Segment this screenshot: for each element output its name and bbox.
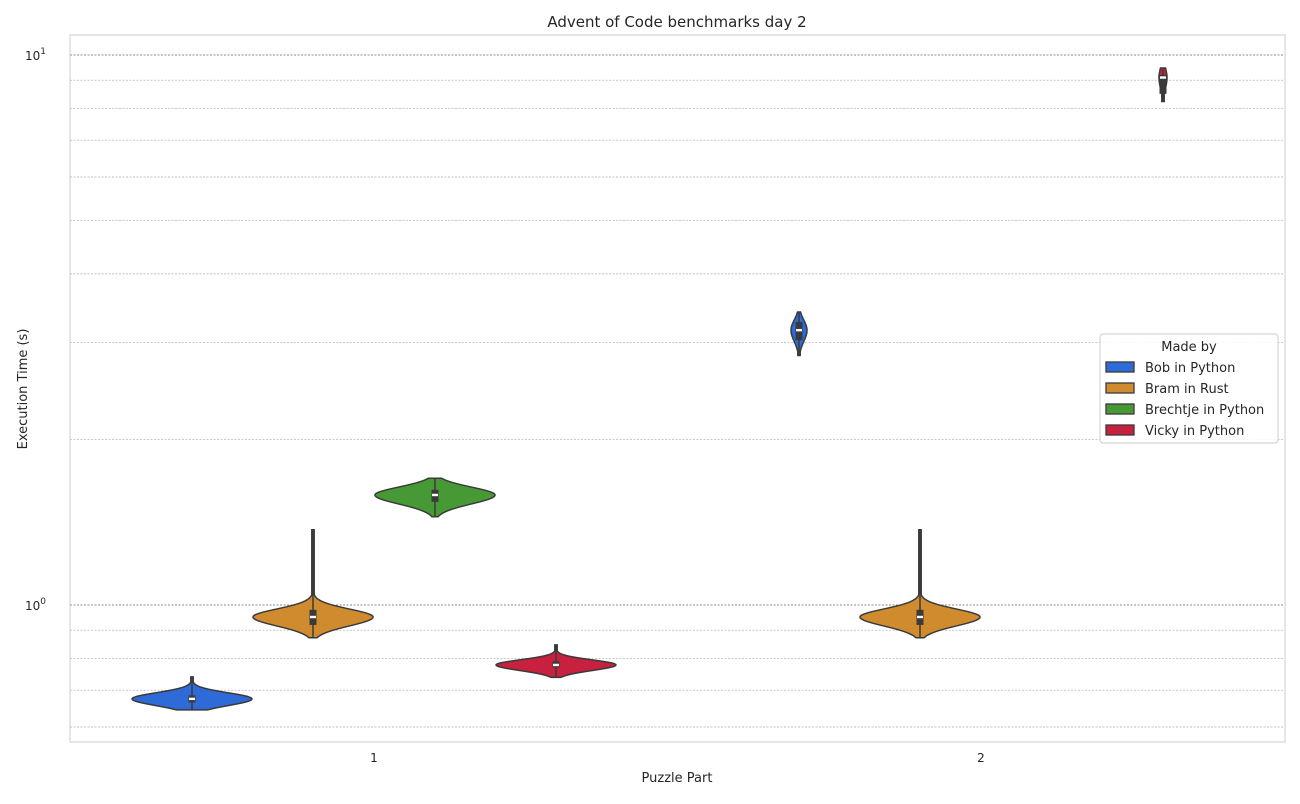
violin-median-marker [310, 615, 316, 619]
violin-iqr-box [1159, 74, 1167, 94]
x-axis-label: Puzzle Part [642, 771, 713, 786]
violin-median-marker [432, 493, 438, 497]
legend-swatch [1105, 361, 1135, 373]
legend: Made by Bob in Python Bram in Rust Brechtj… [1099, 333, 1279, 444]
legend-swatch [1105, 403, 1135, 415]
violin-median-marker [796, 328, 802, 332]
legend-label: Bram in Rust [1145, 382, 1229, 397]
y-tick-label: 100 [25, 597, 46, 613]
legend-label: Bob in Python [1145, 361, 1235, 376]
y-ticks: 100 101 [25, 47, 46, 613]
legend-frame [1099, 333, 1279, 444]
legend-label: Brechtje in Python [1145, 403, 1264, 418]
legend-swatch [1105, 382, 1135, 394]
x-tick-label: 2 [977, 751, 985, 765]
grid [70, 54, 1285, 728]
violins [131, 67, 1168, 711]
y-axis-label: Execution Time (s) [16, 329, 31, 450]
violin-median-marker [189, 697, 195, 701]
violin-median-marker [1160, 76, 1166, 79]
chart-title: Advent of Code benchmarks day 2 [547, 13, 806, 31]
violin-median-marker [917, 615, 923, 619]
legend-swatch [1105, 424, 1135, 436]
legend-label: Vicky in Python [1145, 424, 1244, 439]
plot-frame [69, 34, 1286, 743]
legend-title: Made by [1161, 340, 1217, 355]
y-tick-label: 101 [25, 47, 46, 63]
violin-median-marker [553, 663, 559, 667]
x-tick-label: 1 [370, 751, 378, 765]
